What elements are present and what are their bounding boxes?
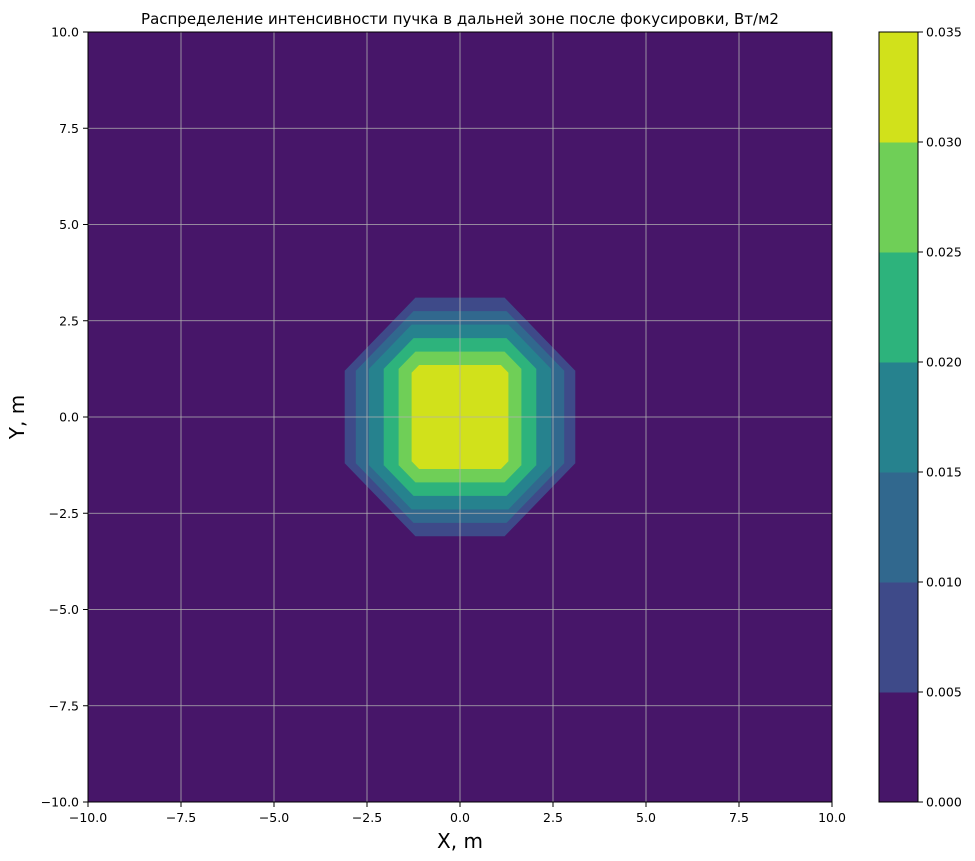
x-tick-label: 5.0 [636,810,656,825]
x-tick-label: 0.0 [450,810,470,825]
colorbar-tick-label: 0.000 [926,795,962,810]
plot-area [87,31,833,803]
x-tick-label: 7.5 [729,810,749,825]
colorbar: 0.000 0.005 0.010 0.015 0.020 0.025 0.030 0.035 [878,25,962,810]
colorbar-frame [878,31,919,803]
x-tick-label: 2.5 [543,810,563,825]
colorbar-tick-label: 0.020 [926,355,962,370]
colorbar-segment [879,32,918,143]
chart-title: Распределение интенсивности пучка в даль… [141,10,779,28]
colorbar-segment [879,142,918,253]
colorbar-tick-label: 0.035 [926,25,962,40]
y-tick-label: −10.0 [41,795,79,810]
y-tick-label: 0.0 [59,410,79,425]
colorbar-segment [879,472,918,583]
colorbar-tick-label: 0.010 [926,575,962,590]
y-tick-label: 7.5 [59,121,79,136]
y-tick-label: −5.0 [49,602,79,617]
x-tick-label: −2.5 [352,810,382,825]
colorbar-segment [879,362,918,473]
colorbar-tick-label: 0.030 [926,135,962,150]
x-tick-label: −10.0 [69,810,107,825]
colorbar-segment [879,252,918,363]
y-tick-label: 2.5 [59,313,79,328]
x-axis-label: X, m [437,829,483,853]
y-tick-label: −7.5 [49,698,79,713]
y-tick-label: −2.5 [49,506,79,521]
colorbar-segment [879,582,918,693]
x-tick-label: 10.0 [818,810,846,825]
x-tick-label: −5.0 [259,810,289,825]
y-tick-label: 5.0 [59,217,79,232]
y-axis: −10.0 −7.5 −5.0 −2.5 0.0 2.5 5.0 7.5 10.0 [41,25,88,810]
colorbar-tick-label: 0.015 [926,465,962,480]
colorbar-tick-label: 0.025 [926,245,962,260]
colorbar-segment [879,692,918,803]
y-axis-label: Y, m [5,395,29,440]
y-tick-label: 10.0 [51,25,79,40]
x-axis: −10.0 −7.5 −5.0 −2.5 0.0 2.5 5.0 7.5 10.0 [69,802,846,825]
colorbar-tick-label: 0.005 [926,685,962,700]
x-tick-label: −7.5 [166,810,196,825]
